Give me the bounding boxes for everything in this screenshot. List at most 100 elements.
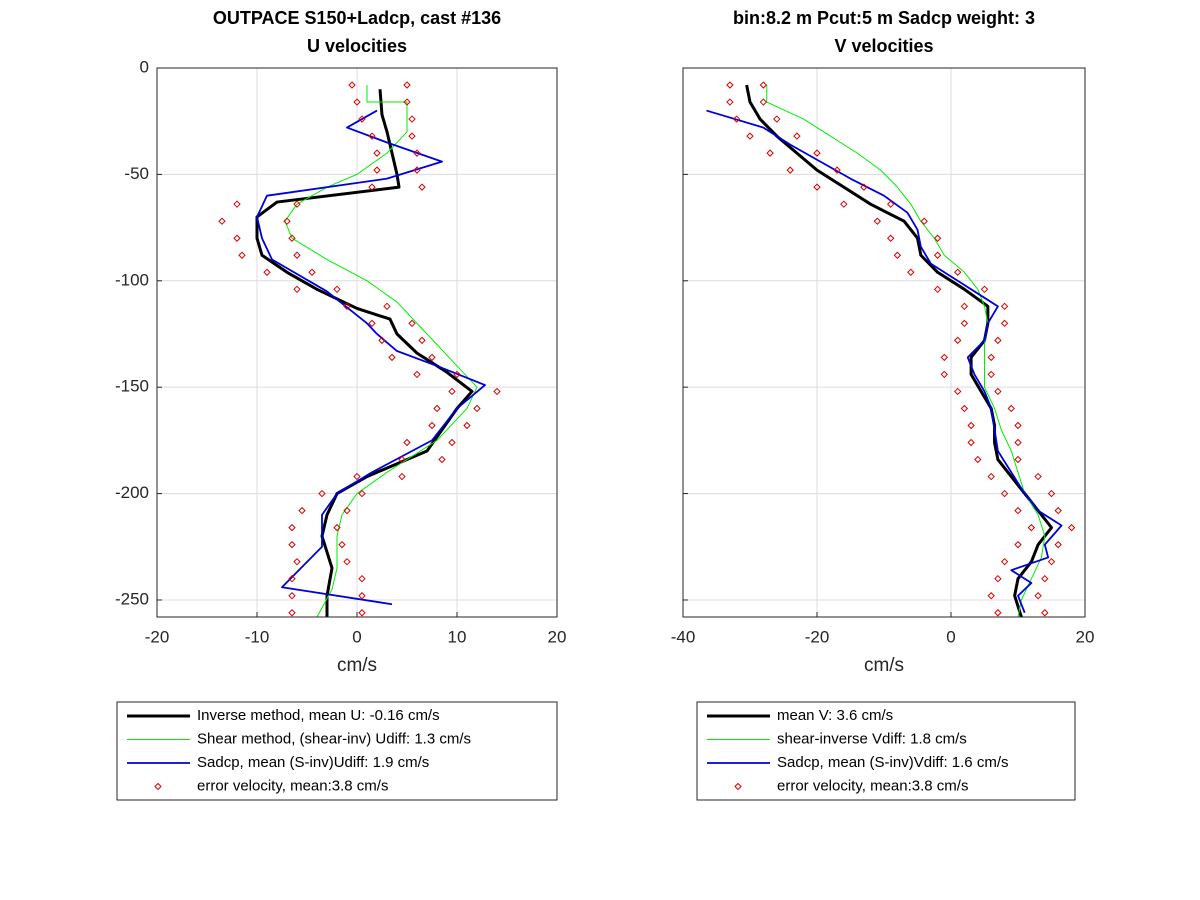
error-marker xyxy=(1054,540,1062,549)
error-marker xyxy=(343,302,351,311)
legend-label: mean V: 3.6 cm/s xyxy=(777,707,893,724)
x-axis-label: cm/s xyxy=(337,655,377,676)
error-marker xyxy=(448,438,456,447)
error-marker xyxy=(994,336,1002,345)
error-marker xyxy=(293,285,301,294)
error-marker xyxy=(288,523,296,532)
error-marker xyxy=(398,472,406,481)
error-marker xyxy=(368,319,376,328)
error-marker xyxy=(960,319,969,328)
error-marker xyxy=(368,132,376,140)
error-marker xyxy=(373,149,381,157)
error-marker xyxy=(994,609,1002,617)
error-marker xyxy=(1014,438,1022,447)
legend-label: Sadcp, mean (S-inv)Udiff: 1.9 cm/s xyxy=(197,754,429,771)
error-marker xyxy=(967,438,975,447)
error-marker xyxy=(726,81,734,89)
error-marker xyxy=(463,421,471,430)
error-marker xyxy=(373,166,381,174)
error-marker xyxy=(343,506,351,515)
error-marker xyxy=(813,183,821,191)
error-marker xyxy=(860,183,868,191)
error-marker xyxy=(358,115,366,123)
error-marker xyxy=(960,302,969,311)
error-marker xyxy=(1034,592,1042,600)
error-marker xyxy=(308,268,316,276)
error-marker xyxy=(793,132,801,140)
profile-line xyxy=(256,109,486,606)
error-marker xyxy=(283,217,291,225)
error-marker xyxy=(238,251,246,259)
x-tick-label: -20 xyxy=(145,627,170,646)
error-marker xyxy=(428,421,436,430)
y-tick-label: -250 xyxy=(115,589,149,608)
error-marker xyxy=(953,268,962,276)
error-marker xyxy=(293,251,301,259)
error-marker xyxy=(920,217,928,225)
error-marker xyxy=(840,200,848,208)
error-marker xyxy=(994,387,1002,396)
error-marker xyxy=(263,268,271,276)
error-marker xyxy=(383,302,391,311)
error-marker xyxy=(960,404,969,413)
error-marker xyxy=(378,336,386,345)
x-axis-label: cm/s xyxy=(864,655,904,676)
error-marker xyxy=(773,115,781,123)
error-marker xyxy=(358,592,366,600)
error-marker xyxy=(786,166,794,174)
error-marker xyxy=(974,455,982,464)
error-marker xyxy=(448,387,456,396)
error-marker xyxy=(288,592,296,600)
error-marker xyxy=(453,370,461,379)
error-marker xyxy=(318,489,326,498)
chart-subtitle: U velocities xyxy=(307,36,407,56)
error-marker xyxy=(403,98,411,106)
error-marker xyxy=(987,370,995,379)
error-marker xyxy=(1041,574,1049,583)
error-marker xyxy=(413,166,421,174)
y-tick-label: -150 xyxy=(115,377,149,396)
chart-title: OUTPACE S150+Ladcp, cast #136 xyxy=(213,8,501,28)
legend-label: error velocity, mean:3.8 cm/s xyxy=(197,777,388,794)
axes-box xyxy=(682,67,1086,618)
y-tick-label: -100 xyxy=(115,270,149,289)
error-marker xyxy=(886,200,895,208)
error-marker xyxy=(418,336,426,345)
x-tick-label: 20 xyxy=(548,627,567,646)
error-marker xyxy=(1027,523,1036,532)
error-marker xyxy=(288,574,296,583)
error-marker xyxy=(293,557,301,566)
error-marker xyxy=(358,609,366,617)
legend-label: shear-inverse Vdiff: 1.8 cm/s xyxy=(777,730,967,747)
error-marker xyxy=(413,149,421,157)
error-marker xyxy=(233,200,241,208)
legend-label: error velocity, mean:3.8 cm/s xyxy=(777,777,968,794)
error-marker xyxy=(1014,421,1022,430)
error-marker xyxy=(338,540,346,549)
profile-line xyxy=(706,109,1063,614)
error-marker xyxy=(886,234,895,242)
error-marker xyxy=(893,251,902,259)
error-marker xyxy=(358,574,366,583)
error-marker xyxy=(940,353,949,362)
error-marker xyxy=(987,472,995,481)
legend-label: Sadcp, mean (S-inv)Vdiff: 1.6 cm/s xyxy=(777,754,1008,771)
x-tick-label: -20 xyxy=(805,627,830,646)
plot-area xyxy=(683,68,1085,617)
profile-line xyxy=(255,89,474,617)
error-marker xyxy=(1000,489,1009,498)
error-marker xyxy=(408,132,416,140)
error-marker xyxy=(288,609,296,617)
error-marker xyxy=(493,387,501,396)
error-marker xyxy=(813,149,821,157)
error-marker xyxy=(408,319,416,328)
y-tick-label: 0 xyxy=(140,57,149,76)
error-marker xyxy=(218,217,226,225)
error-marker xyxy=(1014,506,1022,515)
error-marker xyxy=(987,592,995,600)
error-marker xyxy=(1047,557,1056,566)
error-marker xyxy=(233,234,241,242)
error-marker xyxy=(333,523,341,532)
error-marker xyxy=(933,285,942,294)
